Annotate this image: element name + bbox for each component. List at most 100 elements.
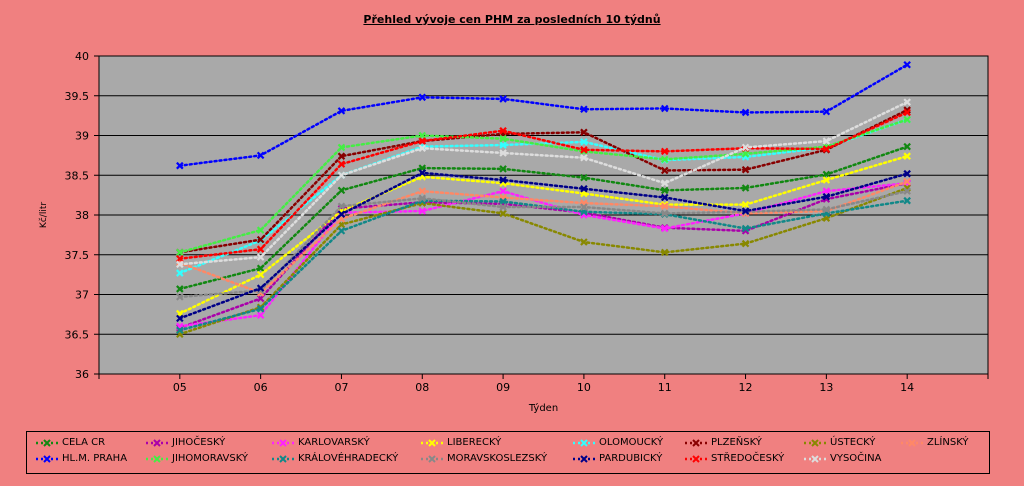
x-tick-label: 12	[739, 381, 753, 394]
legend-swatch	[901, 438, 923, 447]
data-point	[741, 224, 750, 233]
data-point	[418, 169, 427, 177]
data-point	[660, 147, 669, 156]
legend-item: STŘEDOČESKÝ	[684, 453, 784, 464]
y-tick-label: 38.5	[65, 169, 90, 182]
legend-item: PARDUBICKÝ	[572, 453, 662, 464]
data-point	[741, 150, 750, 158]
series-line-8	[178, 63, 909, 167]
data-point	[741, 239, 750, 248]
data-point	[499, 197, 507, 206]
data-point	[741, 207, 750, 215]
data-point	[176, 314, 184, 323]
data-point	[337, 160, 346, 168]
data-point	[256, 253, 265, 261]
data-point	[660, 193, 669, 202]
data-point	[822, 192, 831, 201]
legend-swatch	[272, 454, 294, 463]
data-point	[660, 248, 669, 257]
legend-label: JIHOČESKÝ	[172, 437, 226, 448]
legend-swatch	[804, 454, 826, 463]
legend-label: KRÁLOVÉHRADECKÝ	[298, 453, 399, 464]
legend-item: JIHOMORAVSKÝ	[145, 453, 248, 464]
data-point	[256, 294, 265, 303]
data-point	[903, 115, 911, 124]
series-line-6	[178, 186, 909, 336]
data-point	[822, 107, 831, 116]
data-point	[499, 149, 507, 157]
legend: CELA CR JIHOČESKÝ KARLOVARSKÝ LIBERECKÝ OLOM…	[26, 431, 990, 474]
legend-label: KARLOVARSKÝ	[298, 437, 370, 448]
legend-label: MORAVSKOSLEZSKÝ	[447, 453, 548, 464]
y-axis-label: Kč/litr	[38, 202, 49, 228]
x-tick-label: 08	[415, 381, 429, 394]
y-tick-label: 39.5	[65, 90, 90, 103]
x-tick-label: 11	[658, 381, 672, 394]
legend-label: PLZEŇSKÝ	[711, 437, 762, 448]
series-line-12	[178, 171, 909, 320]
data-point	[176, 248, 184, 257]
legend-swatch	[146, 454, 168, 463]
data-point	[176, 260, 184, 269]
legend-swatch	[272, 438, 294, 447]
data-point	[741, 143, 750, 152]
legend-item: PLZEŇSKÝ	[684, 437, 762, 448]
data-point	[176, 293, 184, 301]
data-point	[660, 186, 669, 195]
data-point	[580, 128, 588, 137]
legend-item: LIBERECKÝ	[420, 437, 501, 448]
chart-title: Přehled vývoje cen PHM za posledních 10 …	[363, 13, 661, 26]
y-tick-label: 37.5	[65, 249, 90, 262]
legend-swatch	[421, 454, 443, 463]
series-line-11	[178, 189, 909, 299]
series-line-7	[178, 180, 909, 295]
legend-item: HL.M. PRAHA	[35, 453, 127, 464]
legend-label: CELA CR	[62, 437, 106, 448]
data-point	[660, 202, 669, 211]
data-point	[337, 186, 346, 195]
data-point	[337, 152, 346, 160]
legend-label: JIHOMORAVSKÝ	[172, 453, 249, 464]
data-point	[741, 184, 750, 192]
series-line-0	[178, 145, 909, 291]
data-point	[580, 138, 588, 146]
data-point	[256, 284, 265, 292]
data-point	[418, 194, 427, 203]
legend-label: VYSOČINA	[830, 453, 882, 464]
data-point	[418, 137, 427, 145]
y-tick-label: 36	[75, 368, 89, 381]
data-point	[580, 238, 588, 246]
x-axis-label: Týden	[528, 402, 558, 414]
data-point	[580, 105, 588, 114]
y-tick-label: 39	[75, 130, 89, 143]
legend-item: VYSOČINA	[803, 453, 881, 464]
data-point	[499, 209, 507, 218]
data-point	[903, 187, 911, 195]
data-point	[499, 95, 507, 103]
legend-label: LIBERECKÝ	[447, 437, 502, 448]
legend-item: CELA CR	[35, 437, 105, 448]
data-point	[256, 245, 265, 253]
data-point	[580, 146, 588, 154]
data-point	[499, 203, 507, 211]
legend-swatch	[804, 438, 826, 447]
data-point	[499, 176, 507, 184]
data-point	[256, 226, 265, 234]
data-point	[822, 137, 831, 145]
data-point	[176, 254, 184, 263]
line-chart: 36 36.5 37 37.5 38 38.5 39 39.5 40 05 06 07 08 09 10 11…	[38, 50, 989, 414]
data-point	[660, 224, 669, 233]
data-point	[418, 93, 427, 102]
data-point	[337, 220, 346, 229]
legend-swatch	[685, 438, 707, 447]
legend-swatch	[36, 454, 58, 463]
data-point	[822, 145, 831, 153]
data-point	[337, 202, 346, 211]
x-tick-label: 05	[173, 381, 187, 394]
data-point	[418, 187, 427, 195]
data-point	[903, 169, 911, 178]
data-point	[499, 165, 507, 173]
series-line-2	[178, 181, 909, 328]
series-line-9	[178, 118, 909, 254]
data-point	[822, 170, 831, 179]
